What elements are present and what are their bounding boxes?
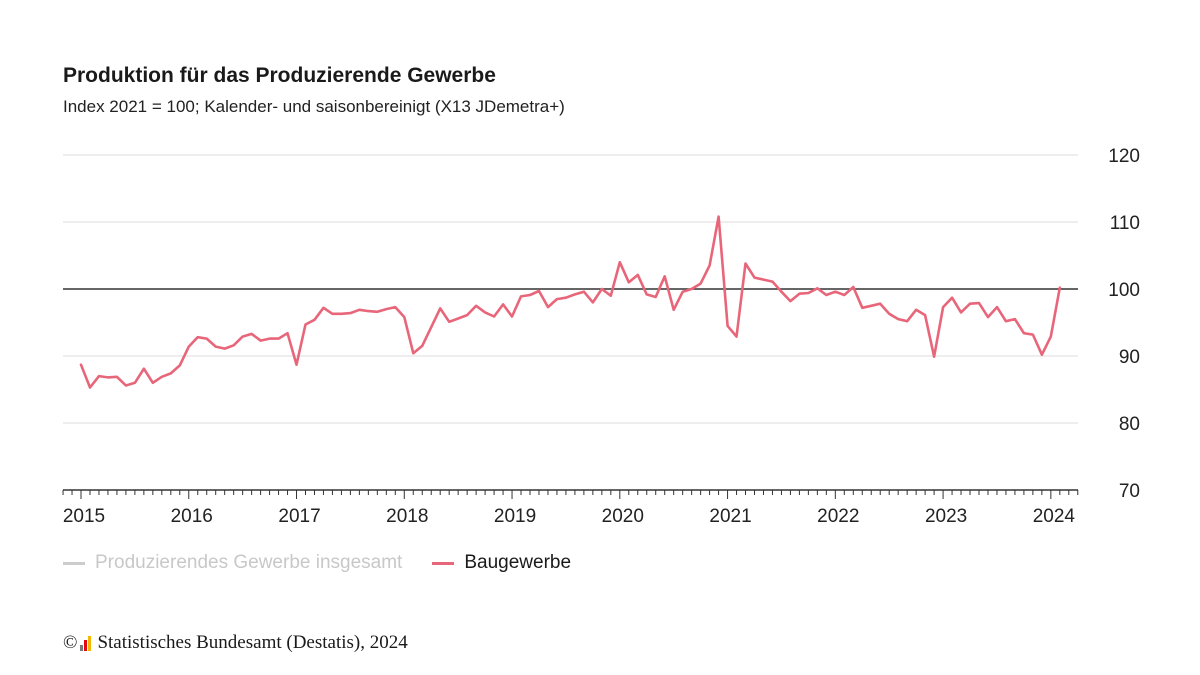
y-tick-label-90: 90 [1119,347,1140,368]
y-axis-labels: 70 80 90 100 110 120 [1108,146,1140,502]
y-tick-label-120: 120 [1108,146,1140,167]
x-tick-label-2018: 2018 [386,506,428,527]
y-tick-label-70: 70 [1119,481,1140,502]
x-tick-label-2021: 2021 [709,506,751,527]
legend-item-gesamt[interactable]: Produzierendes Gewerbe insgesamt [63,552,402,574]
x-tick-label-2015: 2015 [63,506,105,527]
legend: Produzierendes Gewerbe insgesamt Baugewe… [63,552,601,574]
legend-item-baugewerbe[interactable]: Baugewerbe [432,552,571,574]
x-tick-label-2023: 2023 [925,506,967,527]
chart-subtitle: Index 2021 = 100; Kalender- und saisonbe… [63,97,565,116]
source-text: Statistisches Bundesamt (Destatis), 2024 [97,632,408,653]
x-axis-labels: 2015 2016 2017 2018 2019 2020 2021 2022 2023 2024 [63,506,1076,527]
destatis-logo-icon [80,635,92,651]
legend-swatch-gesamt [63,561,85,565]
legend-swatch-baugewerbe [432,561,455,565]
grid-lines [63,154,1078,424]
chart-title: Produktion für das Produzierende Gewerbe [63,64,496,87]
x-tick-label-2017: 2017 [278,506,320,527]
copyright-symbol: © [63,632,78,653]
source-note: © Statistisches Bundesamt (Destatis), 20… [63,632,408,654]
series-group [79,215,1062,389]
y-tick-label-110: 110 [1110,213,1140,234]
y-tick-label-80: 80 [1119,414,1140,435]
legend-label-baugewerbe: Baugewerbe [464,552,572,573]
x-axis [62,489,1079,499]
x-tick-label-2020: 2020 [602,506,644,527]
x-tick-label-2022: 2022 [817,506,859,527]
x-tick-label-2024: 2024 [1033,506,1076,527]
series-line-baugewerbe [79,215,1062,389]
legend-label-gesamt: Produzierendes Gewerbe insgesamt [95,552,403,573]
x-tick-label-2016: 2016 [171,506,213,527]
y-tick-label-100: 100 [1108,280,1140,301]
x-tick-label-2019: 2019 [494,506,536,527]
